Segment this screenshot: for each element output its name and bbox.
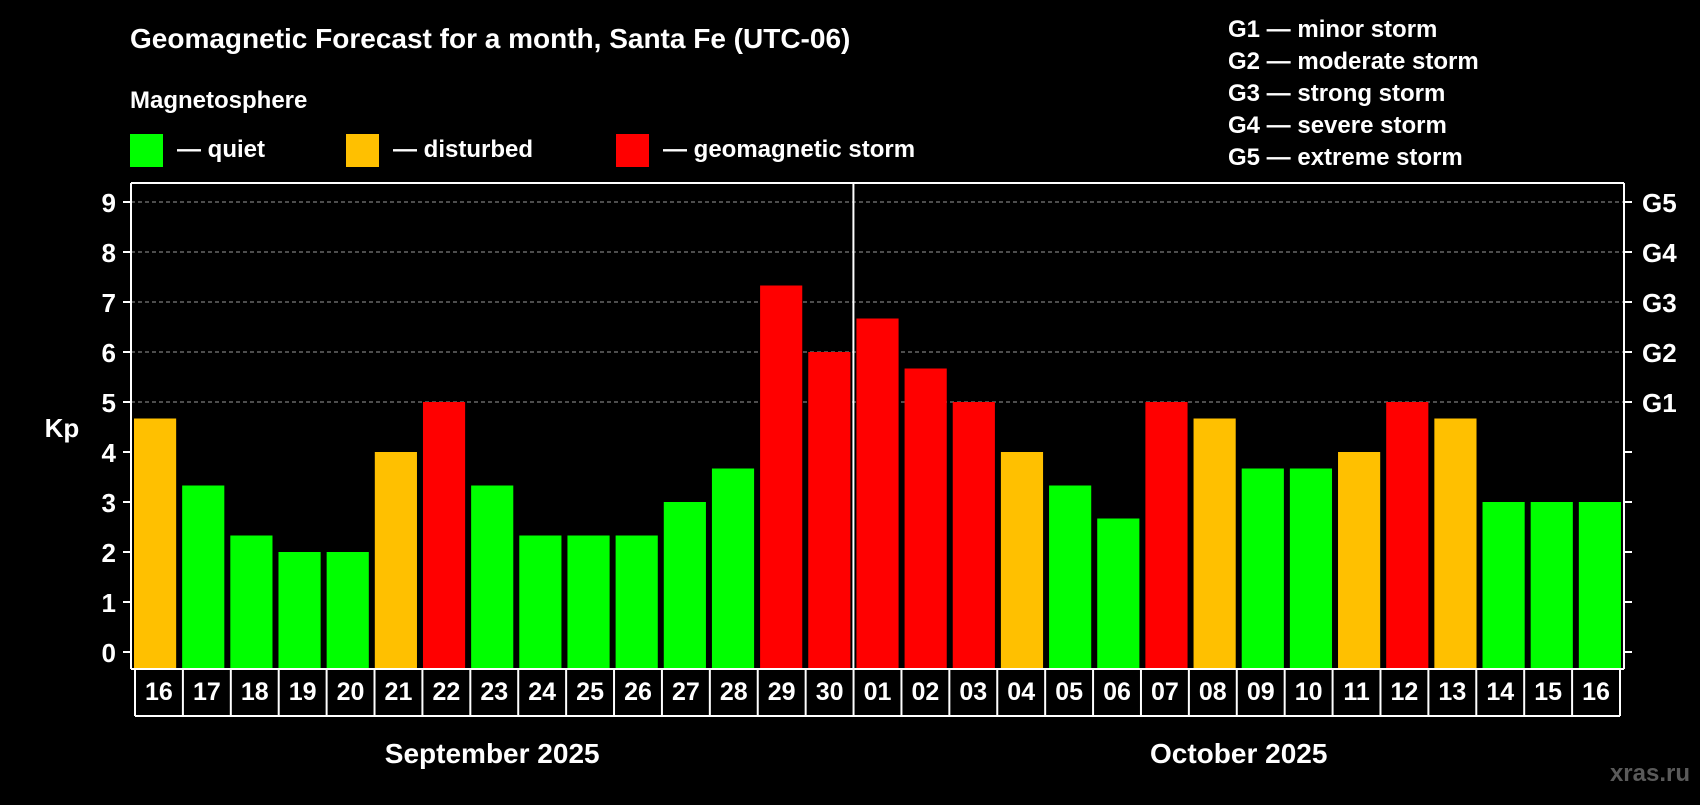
y-tick-label-7: 7 (102, 288, 116, 318)
bar-day-18 (952, 402, 995, 668)
bar-day-21 (1097, 518, 1140, 668)
x-tick-label-19: 04 (1007, 678, 1035, 706)
bar-day-31 (1578, 502, 1621, 668)
y-axis-label: Kp (45, 413, 80, 443)
x-tick-label-3: 18 (241, 678, 269, 706)
bar-day-11 (615, 535, 658, 668)
bar-day-7 (422, 402, 466, 668)
x-tick-label-26: 11 (1343, 678, 1370, 706)
bar-day-20 (1049, 485, 1092, 668)
y-tick-label-0: 0 (102, 638, 116, 668)
bar-day-17 (904, 368, 947, 668)
x-tick-label-7: 22 (432, 678, 460, 706)
bar-day-6 (374, 452, 417, 668)
legend-swatch-quiet (130, 134, 163, 167)
x-tick-label-29: 14 (1486, 678, 1514, 706)
bar-day-26 (1338, 452, 1381, 668)
bar-day-27 (1386, 402, 1429, 668)
chart-title: Geomagnetic Forecast for a month, Santa … (130, 23, 850, 54)
bar-day-15 (808, 352, 851, 668)
y-tick-label-2: 2 (102, 538, 116, 568)
right-axis-label-g1: G1 (1642, 388, 1677, 418)
y-tick-label-8: 8 (102, 238, 116, 268)
right-axis-label-g4: G4 (1642, 238, 1677, 268)
x-tick-label-10: 25 (576, 678, 604, 706)
gridlines (131, 201, 1624, 403)
legend-label-storm: — geomagnetic storm (663, 136, 915, 163)
bar-day-29 (1482, 502, 1525, 668)
x-tick-label-4: 19 (289, 678, 317, 706)
x-tick-label-20: 05 (1055, 678, 1083, 706)
x-tick-label-6: 21 (385, 678, 413, 706)
bar-day-4 (278, 552, 321, 668)
right-axis-label-g3: G3 (1642, 288, 1677, 318)
bar-day-9 (519, 535, 562, 668)
bar-day-5 (326, 552, 369, 668)
x-tick-label-15: 30 (816, 678, 844, 706)
x-tick-label-11: 26 (624, 678, 652, 706)
x-tick-label-18: 03 (959, 678, 987, 706)
bar-day-19 (1000, 452, 1044, 668)
legend-label-quiet: — quiet (177, 136, 265, 163)
bar-day-24 (1241, 468, 1284, 668)
x-tick-label-21: 06 (1103, 678, 1131, 706)
legend-swatch-storm (616, 134, 649, 167)
bar-day-3 (230, 535, 273, 668)
y-tick-label-3: 3 (102, 488, 116, 518)
bar-day-28 (1434, 418, 1477, 668)
y-tick-label-9: 9 (102, 188, 116, 218)
storm-scale-g1: G1 — minor storm (1228, 16, 1437, 43)
bar-day-10 (567, 535, 610, 668)
x-tick-label-22: 07 (1151, 678, 1179, 706)
bar-day-1 (134, 418, 177, 668)
right-axis-label-g2: G2 (1642, 338, 1677, 368)
storm-scale-g3: G3 — strong storm (1228, 80, 1445, 107)
x-tick-label-8: 23 (480, 678, 508, 706)
bar-day-22 (1145, 402, 1188, 668)
bar-day-23 (1193, 418, 1236, 668)
storm-scale-g4: G4 — severe storm (1228, 112, 1447, 139)
bar-day-30 (1530, 502, 1573, 668)
x-tick-label-17: 02 (911, 678, 939, 706)
right-axis-label-g5: G5 (1642, 188, 1677, 218)
x-tick-label-9: 24 (528, 678, 556, 706)
x-tick-label-12: 27 (672, 678, 700, 706)
x-tick-label-16: 01 (864, 678, 892, 706)
x-tick-label-5: 20 (337, 678, 365, 706)
y-tick-label-4: 4 (102, 438, 117, 468)
x-tick-label-13: 28 (720, 678, 748, 706)
x-tick-label-27: 12 (1391, 678, 1419, 706)
x-tick-label-14: 29 (768, 678, 796, 706)
x-tick-label-30: 15 (1534, 678, 1562, 706)
legend-heading: Magnetosphere (130, 87, 307, 114)
bar-day-8 (471, 485, 514, 668)
bar-day-2 (182, 485, 225, 668)
y-tick-label-5: 5 (102, 388, 116, 418)
bar-day-14 (760, 285, 803, 668)
x-tick-label-2: 17 (193, 678, 221, 706)
credit-text: xras.ru (1610, 760, 1690, 787)
month-label-september: September 2025 (385, 738, 600, 769)
bars (134, 285, 1621, 668)
x-tick-label-25: 10 (1295, 678, 1323, 706)
x-tick-label-31: 16 (1582, 678, 1610, 706)
bar-day-16 (856, 318, 899, 668)
month-label-october: October 2025 (1150, 738, 1327, 769)
bar-day-12 (663, 502, 706, 668)
x-tick-label-28: 13 (1438, 678, 1466, 706)
storm-scale-g2: G2 — moderate storm (1228, 48, 1479, 75)
legend-swatch-disturbed (346, 134, 379, 167)
x-tick-label-23: 08 (1199, 678, 1227, 706)
bar-day-25 (1289, 468, 1333, 668)
x-tick-label-24: 09 (1247, 678, 1275, 706)
legend-label-disturbed: — disturbed (393, 136, 533, 163)
y-tick-label-6: 6 (102, 338, 116, 368)
x-tick-label-1: 16 (145, 678, 173, 706)
y-tick-label-1: 1 (102, 588, 116, 618)
storm-scale-g5: G5 — extreme storm (1228, 144, 1463, 171)
bar-day-13 (711, 468, 755, 668)
